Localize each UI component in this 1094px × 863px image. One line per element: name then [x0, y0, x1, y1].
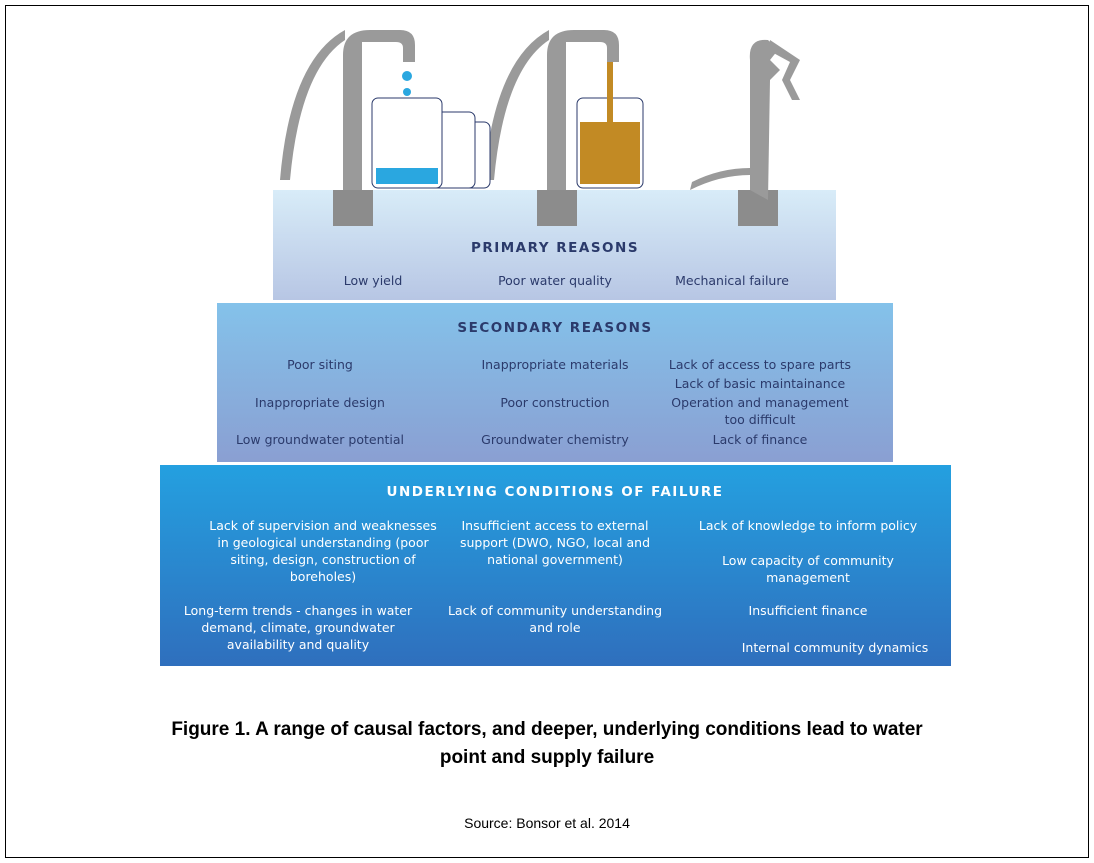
tier-item: Long-term trends - changes in water dema…	[173, 602, 423, 653]
tier-item: Poor siting	[287, 356, 353, 373]
page: PRIMARY REASONS Low yield Poor water quali…	[0, 0, 1094, 863]
tier-item: Insufficient access to external support …	[455, 517, 655, 568]
pump-illustration	[0, 0, 1094, 240]
tier-item: Low yield	[344, 272, 403, 289]
tier-item: Operation and management too difficult	[660, 394, 860, 428]
tier-title: PRIMARY REASONS	[471, 240, 639, 257]
source: Source: Bonsor et al. 2014	[0, 815, 1094, 831]
left-container	[372, 71, 490, 188]
tier-item: Inappropriate design	[255, 394, 385, 411]
tier-item: Lack of finance	[713, 431, 808, 448]
tier-item: Lack of supervision and weaknesses in ge…	[203, 517, 443, 585]
tier-item: Mechanical failure	[675, 272, 789, 289]
tier-item: Groundwater chemistry	[481, 431, 629, 448]
pumps	[280, 30, 800, 226]
tier-item: Inappropriate materials	[481, 356, 628, 373]
tier-item: Low groundwater potential	[236, 431, 404, 448]
caption: Figure 1. A range of causal factors, and…	[150, 716, 944, 772]
tier-item: Internal community dynamics	[742, 639, 929, 656]
tier-item: Lack of community understanding and role	[435, 602, 675, 636]
tier-title: UNDERLYING CONDITIONS OF FAILURE	[386, 484, 723, 501]
tier-item: Lack of basic maintainance	[675, 375, 846, 392]
tier-item: Poor construction	[500, 394, 609, 411]
tier-item: Poor water quality	[498, 272, 612, 289]
tier-title: SECONDARY REASONS	[457, 320, 652, 337]
middle-container	[577, 62, 643, 188]
tier-item: Insufficient finance	[749, 602, 868, 619]
tier-item: Lack of knowledge to inform policy	[699, 517, 917, 534]
tier-item: Low capacity of community management	[708, 552, 908, 586]
tier-item: Lack of access to spare parts	[669, 356, 851, 373]
